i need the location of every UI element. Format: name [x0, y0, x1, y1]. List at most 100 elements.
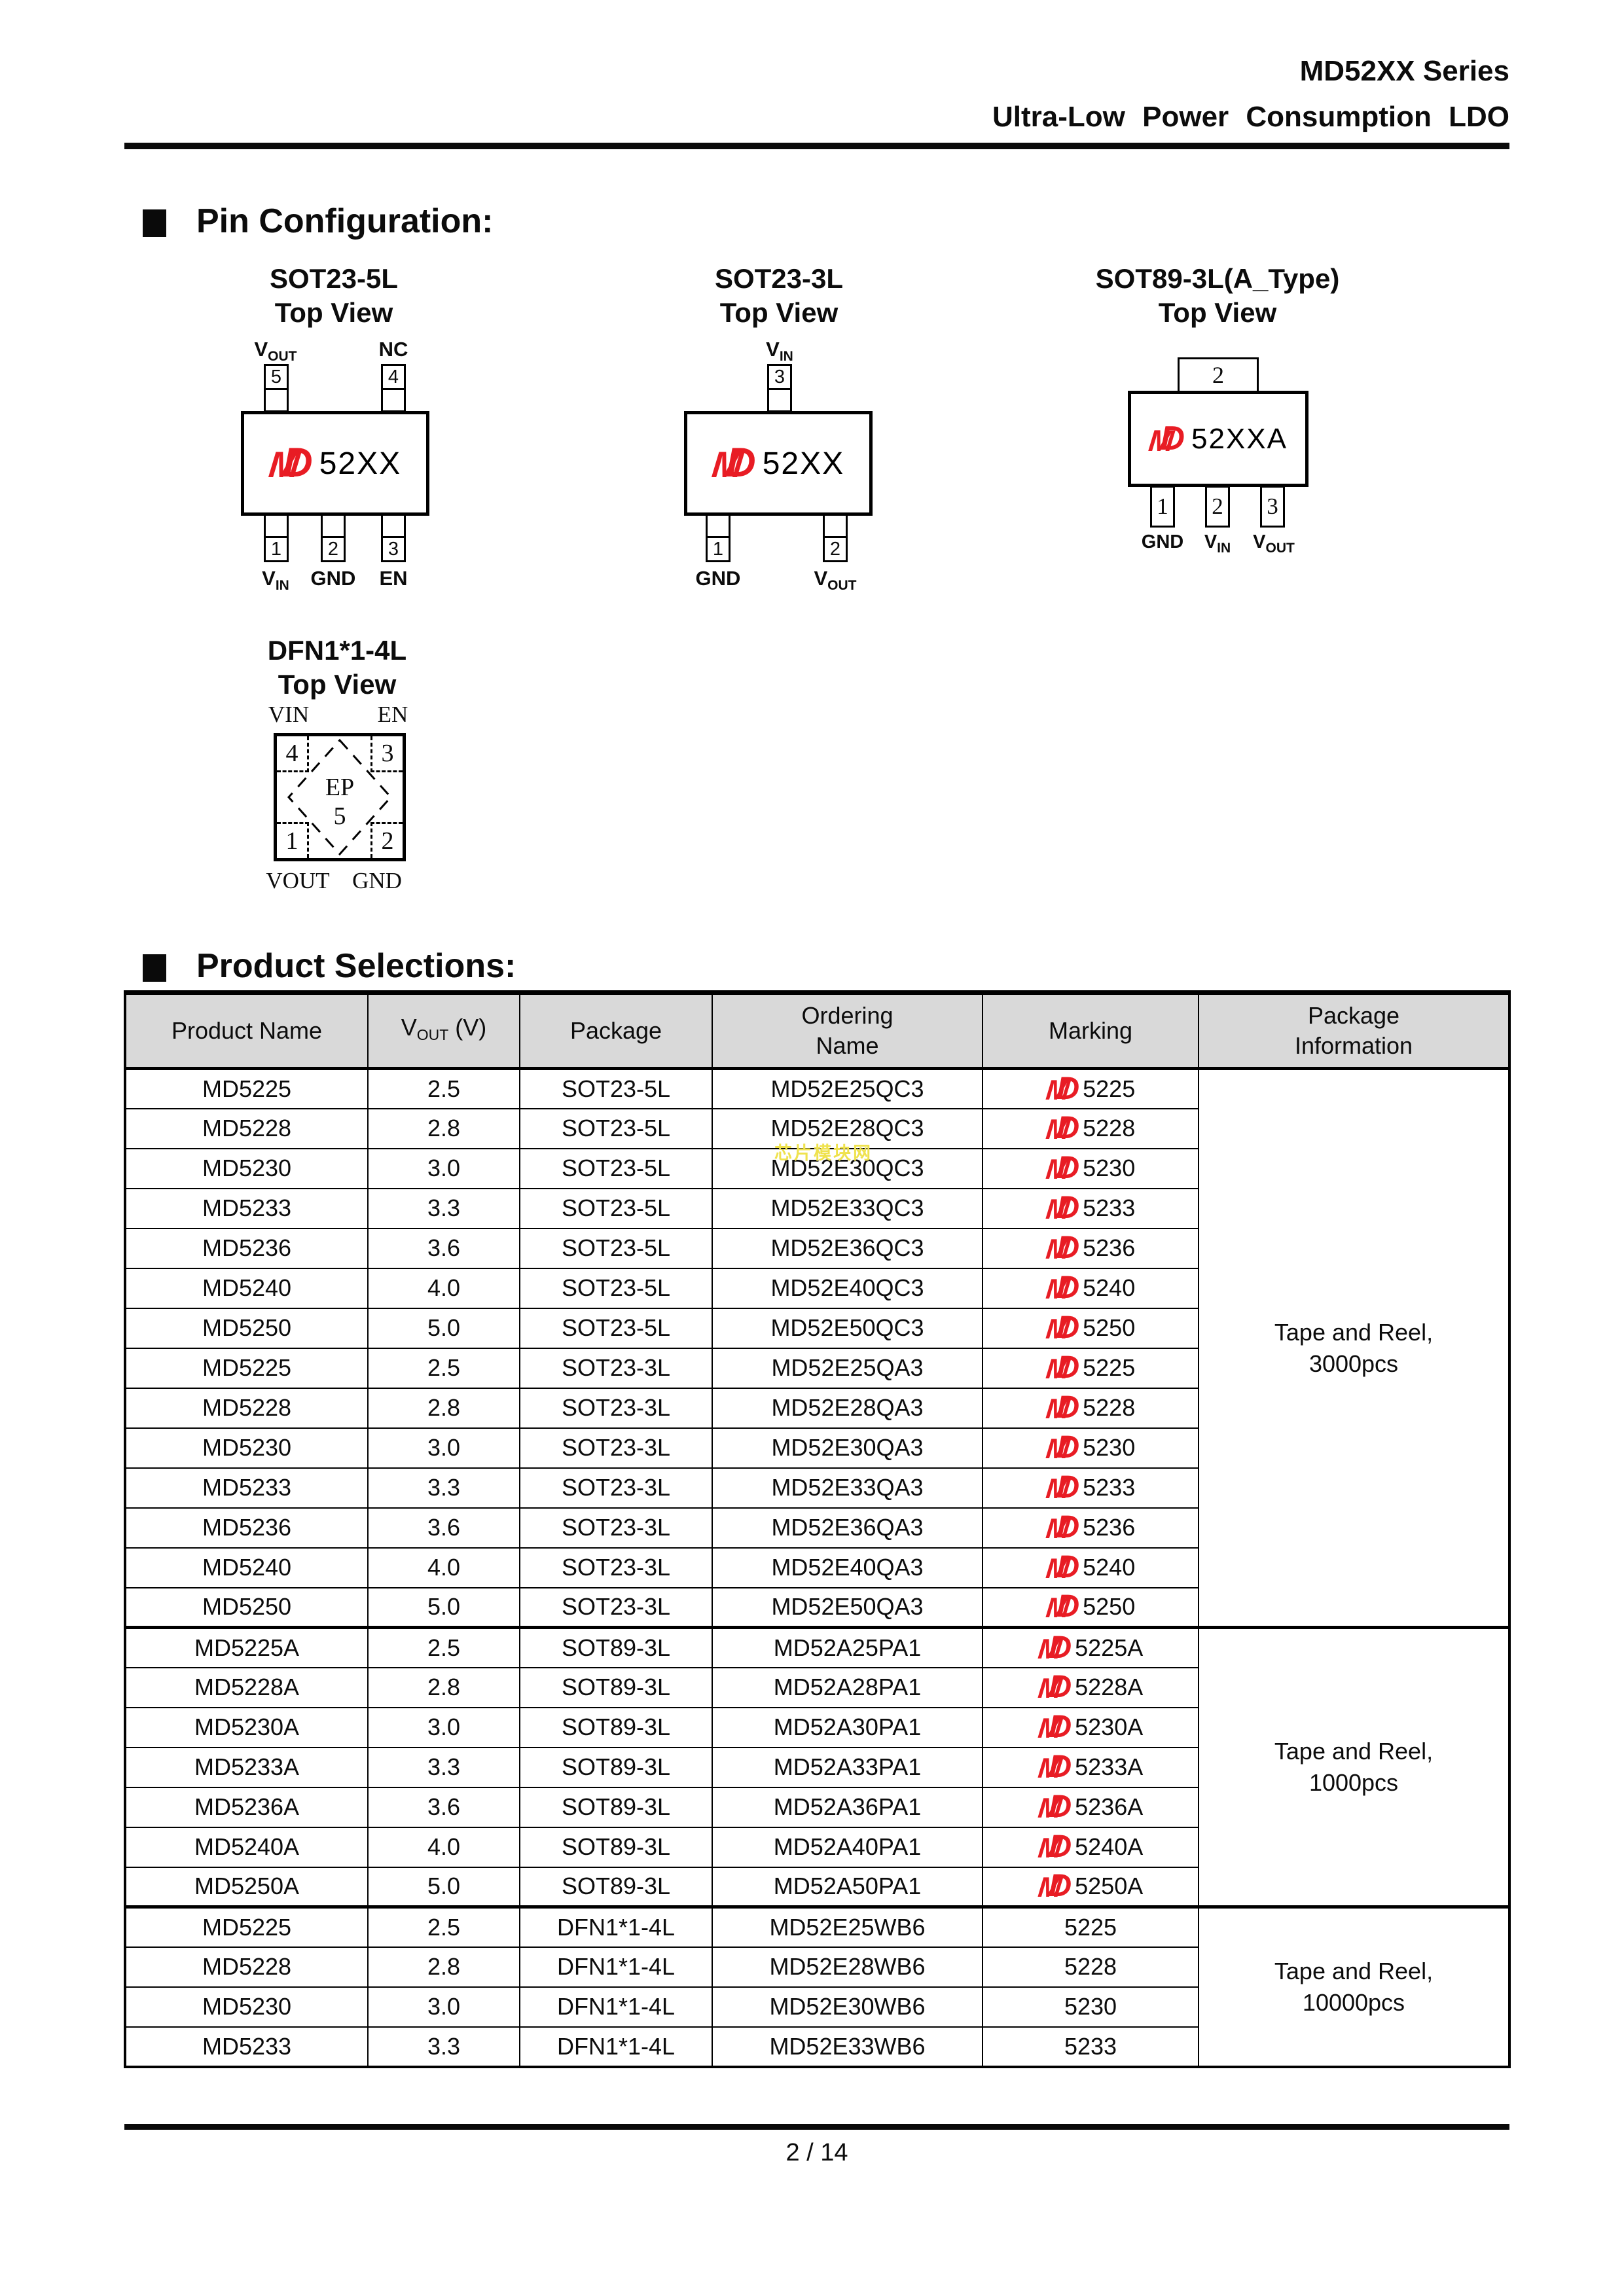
cell-product-name: MD5230 [124, 1427, 369, 1469]
cell-product-name: MD5228A [124, 1666, 369, 1708]
pin-5: 5 [264, 364, 289, 412]
table-row: MD5228A 2.8 SOT89-3L MD52A28PA1 MD 5228A [124, 1666, 1509, 1708]
table-row: MD5230 3.0 DFN1*1-4L MD52E30WB6 5230 [124, 1986, 1509, 2028]
cell-vout: 5.0 [367, 1307, 520, 1349]
cell-ordering-name: MD52E33WB6 [712, 2026, 983, 2068]
product-selection-table: Product Name VOUT (V) Package Ordering Na… [124, 990, 1511, 2068]
cell-ordering-name: MD52A28PA1 [712, 1666, 983, 1708]
table-row: MD5250A 5.0 SOT89-3L MD52A50PA1 MD 5250A [124, 1866, 1509, 1908]
cell-vout: 3.3 [367, 1467, 520, 1509]
cell-marking: MD 5228A [982, 1666, 1199, 1708]
pin-label-vout: VOUT [814, 567, 857, 593]
cell-marking: MD 5236 [982, 1227, 1199, 1269]
cell-package: SOT23-5L [519, 1147, 713, 1189]
cell-ordering-name: MD52E33QC3 [712, 1187, 983, 1229]
marking-text: 5228 [1083, 1394, 1136, 1421]
cell-vout: 2.5 [367, 1067, 520, 1109]
marking-text: 5250A [1075, 1873, 1144, 1900]
marking-text: 5225 [1064, 1913, 1117, 1941]
md-logo: MD [1044, 1509, 1080, 1545]
cell-vout: 3.6 [367, 1786, 520, 1828]
doc-title-series: MD52XX Series [1299, 55, 1509, 87]
cell-ordering-name: MD52E30WB6 [712, 1986, 983, 2028]
marking-text: 5233A [1075, 1753, 1144, 1780]
watermark: 芯片模块网 [774, 1143, 873, 1163]
cell-marking: 5228 [982, 1946, 1199, 1988]
cell-marking: MD 5233A [982, 1746, 1199, 1788]
table-row: MD5233A 3.3 SOT89-3L MD52A33PA1 MD 5233A [124, 1746, 1509, 1788]
cell-ordering-name: MD52E28QA3 [712, 1387, 983, 1429]
cell-product-name: MD5236 [124, 1227, 369, 1269]
marking-text: 5236 [1083, 1234, 1136, 1261]
pin-label-nc: NC [378, 338, 408, 361]
pin-label-vin: VIN [268, 702, 310, 727]
pad-1: 1 [277, 822, 309, 858]
pin-label-vout: VOUT [1253, 531, 1295, 556]
pin-label-gnd: GND [695, 567, 741, 590]
cell-vout: 3.0 [367, 1986, 520, 2028]
md-logo: MD [1044, 1190, 1080, 1226]
cell-product-name: MD5230 [124, 1986, 369, 2028]
square-bullet-icon [143, 954, 166, 982]
chip-body-sot89-3l: MD 52XXA [1128, 391, 1308, 487]
col-header-ordering-name: Ordering Name [712, 992, 983, 1070]
pin-label-gnd: GND [352, 868, 402, 893]
marking-text: 5228A [1075, 1674, 1144, 1700]
cell-marking: MD 5225A [982, 1626, 1199, 1668]
md-logo: MD [1044, 1230, 1080, 1266]
pin-3: 3 [767, 364, 792, 412]
cell-marking: MD 5250 [982, 1587, 1199, 1628]
cell-ordering-name: MD52E30QA3 [712, 1427, 983, 1469]
cell-marking: MD 5233 [982, 1467, 1199, 1509]
marking-text: 5240 [1083, 1274, 1136, 1301]
square-bullet-icon [143, 209, 166, 237]
diagram-title-sot89-3l: SOT89-3L(A_Type) Top View [1095, 263, 1340, 328]
section-title-pin-configuration: Pin Configuration: [196, 202, 494, 240]
cell-package: SOT23-5L [519, 1187, 713, 1229]
cell-package: SOT23-5L [519, 1307, 713, 1349]
marking-text: 5250 [1083, 1314, 1136, 1341]
cell-vout: 3.0 [367, 1706, 520, 1748]
md-logo: MD [1036, 1669, 1072, 1705]
cell-vout: 2.8 [367, 1387, 520, 1429]
cell-vout: 4.0 [367, 1547, 520, 1588]
cell-marking: MD 5240 [982, 1547, 1199, 1588]
cell-marking: MD 5230A [982, 1706, 1199, 1748]
col-header-marking: Marking [982, 992, 1199, 1070]
header-rule [124, 143, 1509, 149]
cell-marking: MD 5230 [982, 1147, 1199, 1189]
marking-text: 5225 [1083, 1075, 1136, 1102]
cell-package: DFN1*1-4L [519, 2026, 713, 2068]
cell-product-name: MD5228 [124, 1946, 369, 1988]
cell-ordering-name: MD52E28QC3 [712, 1107, 983, 1149]
marking-text: 5228 [1083, 1115, 1136, 1141]
cell-package: SOT23-3L [519, 1547, 713, 1588]
pin-label-vout: VOUT [254, 338, 297, 364]
cell-marking: MD 5225 [982, 1347, 1199, 1389]
md-logo: MD [1044, 1110, 1080, 1146]
dfn-body: 4 3 1 2 EP 5 [274, 733, 406, 861]
md-logo: MD [1036, 1709, 1072, 1745]
cell-product-name: MD5225 [124, 1347, 369, 1389]
table-row: MD5236A 3.6 SOT89-3L MD52A36PA1 MD 5236A [124, 1786, 1509, 1828]
md-logo: MD [1044, 1390, 1080, 1426]
cell-product-name: MD5250A [124, 1866, 369, 1908]
cell-package: SOT23-5L [519, 1227, 713, 1269]
cell-vout: 5.0 [367, 1866, 520, 1908]
cell-ordering-name: MD52A30PA1 [712, 1706, 983, 1748]
cell-vout: 3.3 [367, 1187, 520, 1229]
cell-ordering-name: MD52E25WB6 [712, 1905, 983, 1948]
cell-package: SOT89-3L [519, 1706, 713, 1748]
page-number: 2 / 14 [785, 2139, 848, 2166]
cell-marking: MD 5233 [982, 1187, 1199, 1229]
cell-marking: MD 5240 [982, 1267, 1199, 1309]
cell-package: SOT89-3L [519, 1786, 713, 1828]
table-row: MD5233 3.3 SOT23-5L MD52E33QC3 MD 5233 [124, 1187, 1509, 1229]
pad-4: 4 [277, 736, 309, 772]
marking-text: 5236A [1075, 1793, 1144, 1820]
cell-package: SOT23-3L [519, 1507, 713, 1549]
cell-vout: 3.0 [367, 1427, 520, 1469]
cell-vout: 3.3 [367, 2026, 520, 2068]
cell-package: SOT23-5L [519, 1107, 713, 1149]
